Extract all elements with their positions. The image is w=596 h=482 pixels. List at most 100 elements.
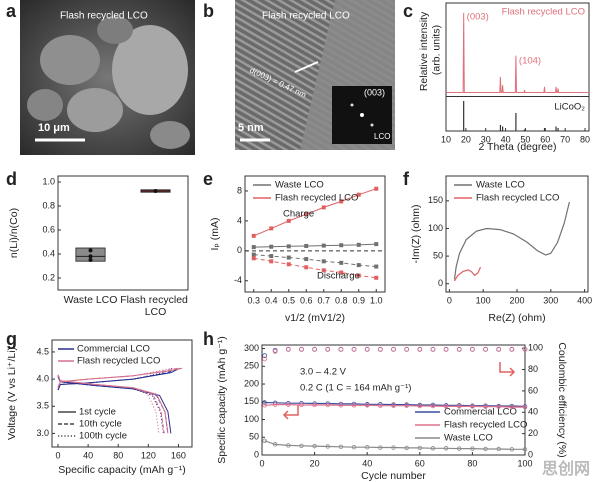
y-tick-label: 50 (249, 432, 259, 442)
capacity-line (264, 404, 525, 408)
capacity-marker (325, 402, 330, 408)
capacity-marker (325, 444, 330, 449)
efficiency-marker (312, 347, 318, 352)
capacity-marker (470, 446, 475, 451)
y-tick-label: 300 (244, 343, 259, 353)
watermark: 思创网 (542, 459, 590, 478)
y-axis-label: Relative intensity (arb. units) (418, 9, 442, 91)
scale-bar-label: 10 μm (38, 122, 70, 134)
y2-tick-label: 100 (528, 343, 543, 353)
y-tick-label: 0 (438, 278, 443, 288)
x-tick-label: 0.9 (352, 295, 365, 305)
capacity-line (264, 440, 525, 450)
x-tick-label: Waste LCO (64, 294, 118, 306)
spectrum-line (446, 12, 589, 93)
marker (269, 254, 274, 259)
capacity-marker (430, 446, 436, 451)
plot-frame (261, 344, 526, 456)
marker (339, 260, 344, 265)
y-tick-label: 250 (244, 361, 259, 371)
capacity-marker (272, 442, 278, 447)
capacity-marker (443, 404, 449, 409)
y-tick-label: -4 (234, 275, 242, 285)
capacity-marker (457, 404, 462, 409)
marker (251, 252, 256, 257)
x-tick-label: 400 (577, 295, 592, 305)
legend-label: Commercial LCO (444, 407, 517, 418)
x-tick-label: 1.0 (370, 295, 383, 305)
legend-label: Flash recycled LCO (77, 356, 160, 367)
annotation: Charge (283, 209, 314, 220)
marker (304, 243, 309, 248)
charge-line (253, 188, 377, 237)
y-tick-label: 0 (237, 245, 242, 255)
legend-label: Waste LCO (476, 180, 525, 191)
y-tick-label: 100 (428, 223, 443, 233)
legend-label: Flash recycled LCO (444, 420, 527, 431)
x-axis-label: Re(Z) (ohm) (488, 312, 545, 324)
capacity-marker (262, 403, 267, 408)
efficiency-marker (443, 347, 449, 352)
marker (374, 186, 379, 191)
panel-label: e (203, 169, 213, 189)
efficiency-marker (522, 347, 528, 352)
marker (269, 226, 274, 231)
capacity-marker (351, 444, 357, 450)
inset-caption: LCO (374, 132, 390, 141)
marker (286, 255, 291, 260)
marker (304, 265, 309, 270)
marker (251, 256, 256, 261)
efficiency-marker (364, 347, 370, 352)
marker (304, 257, 309, 262)
y-tick-label: 200 (244, 378, 259, 388)
y-axis-label: Coulombic efficiency (%) (556, 342, 568, 457)
x-tick-label: 0.6 (300, 295, 313, 305)
efficiency-marker (299, 347, 304, 352)
image-caption: Flash recycled LCO (262, 11, 350, 22)
x-tick-label: 300 (543, 295, 558, 305)
annotation: 0.2 C (1 C = 164 mAh g⁻¹) (300, 383, 411, 394)
capacity-marker (404, 403, 409, 408)
efficiency-marker (262, 353, 268, 359)
capacity-marker (522, 404, 528, 410)
efficiency-marker (285, 347, 291, 352)
capacity-marker (299, 402, 304, 408)
x-axis-label: Specific capacity (mAh g⁻¹) (58, 464, 186, 476)
capacity-marker (262, 438, 267, 444)
efficiency-marker (430, 347, 436, 352)
x-tick-label: 160 (171, 450, 186, 460)
marker (251, 245, 256, 250)
capacity-marker (378, 445, 383, 450)
marker (356, 192, 361, 197)
efficiency-marker (262, 356, 268, 362)
y-axis-label: Iₚ (mA) (209, 217, 221, 250)
marker (339, 270, 344, 275)
y2-tick-label: 0 (528, 449, 533, 459)
y2-tick-label: 40 (528, 407, 538, 417)
y-tick-label: 0 (254, 449, 259, 459)
axis-arrow (282, 405, 299, 420)
efficiency-marker (456, 347, 462, 352)
marker (321, 243, 326, 248)
plot-frame (57, 175, 189, 291)
efficiency-marker (496, 347, 502, 352)
capacity-marker (470, 404, 475, 409)
data-point (88, 258, 93, 262)
legend-label: Commercial LCO (77, 344, 150, 355)
inset-label: (003) (364, 87, 385, 97)
marker (321, 205, 326, 210)
legend-label: Flash recycled LCO (476, 193, 559, 204)
legend-label: Waste LCO (275, 180, 324, 191)
tem-image (235, 0, 395, 150)
marker (321, 268, 326, 273)
plot-frame (51, 339, 193, 448)
capacity-marker (351, 403, 357, 408)
y-axis-label: Specific capacity (mAh g⁻¹) (216, 336, 228, 464)
peak-label: (003) (467, 12, 489, 23)
image-caption: Flash recycled LCO (60, 11, 148, 22)
capacity-marker (457, 446, 462, 451)
y-tick-label: 150 (244, 396, 259, 406)
y-tick-label: 0.4 (42, 248, 55, 258)
discharge-curve (57, 374, 165, 434)
